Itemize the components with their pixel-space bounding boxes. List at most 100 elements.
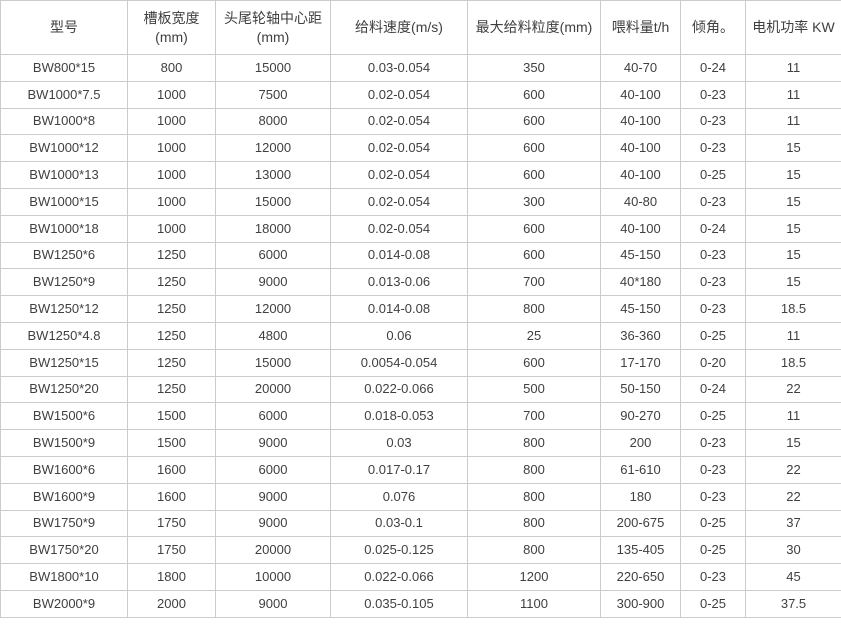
table-cell: 0.014-0.08 xyxy=(330,241,468,270)
table-cell: 37 xyxy=(745,509,841,538)
table-cell: 0.014-0.08 xyxy=(330,295,468,323)
table-cell: 8000 xyxy=(215,107,331,136)
table-cell: 1250 xyxy=(127,268,216,297)
table-cell: 300-900 xyxy=(600,589,681,618)
table-cell: 600 xyxy=(467,80,601,109)
table-row: BW1250*4.8 1250 4800 0.06 25 36-360 0-25 11 xyxy=(0,321,841,350)
table-cell: BW1750*20 xyxy=(0,536,128,565)
table-cell: 40-100 xyxy=(600,161,681,189)
column-header: 头尾轮轴中心距 (mm) xyxy=(215,0,331,55)
table-row: BW1000*12 1000 12000 0.02-0.054 600 40-100 0-2… xyxy=(0,134,841,163)
table-cell: 0.022-0.066 xyxy=(330,375,468,404)
table-cell: 0-23 xyxy=(680,482,746,511)
table-cell: 15000 xyxy=(215,54,331,82)
table-cell: 350 xyxy=(467,54,601,82)
table-cell: 15 xyxy=(745,241,841,270)
table-cell: 1000 xyxy=(127,214,216,243)
table-cell: 2000 xyxy=(127,589,216,618)
table-cell: 0-25 xyxy=(680,509,746,538)
table-cell: BW800*15 xyxy=(0,54,128,82)
table-cell: 20000 xyxy=(215,536,331,565)
table-cell: 50-150 xyxy=(600,375,681,404)
table-cell: 40-100 xyxy=(600,107,681,136)
table-cell: 1200 xyxy=(467,563,601,591)
table-cell: 15000 xyxy=(215,348,331,377)
table-cell: 11 xyxy=(745,107,841,136)
table-cell: 40-70 xyxy=(600,54,681,82)
table-cell: 0-24 xyxy=(680,375,746,404)
table-cell: 1000 xyxy=(127,107,216,136)
table-cell: 40-80 xyxy=(600,187,681,216)
table-cell: 15 xyxy=(745,268,841,297)
table-cell: 11 xyxy=(745,54,841,82)
table-cell: 9000 xyxy=(215,589,331,618)
table-cell: BW1600*6 xyxy=(0,455,128,484)
table-row: BW1000*18 1000 18000 0.02-0.054 600 40-100 0-2… xyxy=(0,214,841,243)
table-cell: 0.02-0.054 xyxy=(330,187,468,216)
table-cell: 9000 xyxy=(215,429,331,457)
column-header: 型号 xyxy=(0,0,128,55)
table-cell: 40-100 xyxy=(600,214,681,243)
table-cell: 800 xyxy=(467,429,601,457)
table-cell: 40-100 xyxy=(600,134,681,163)
table-cell: 1600 xyxy=(127,482,216,511)
table-cell: 0-25 xyxy=(680,402,746,431)
table-cell: BW1000*7.5 xyxy=(0,80,128,109)
table-cell: 1000 xyxy=(127,134,216,163)
table-cell: 500 xyxy=(467,375,601,404)
table-cell: BW1750*9 xyxy=(0,509,128,538)
table-row: BW1000*8 1000 8000 0.02-0.054 600 40-100 0-23 1… xyxy=(0,107,841,136)
table-cell: 135-405 xyxy=(600,536,681,565)
table-cell: BW2000*9 xyxy=(0,589,128,618)
table-cell: BW1250*6 xyxy=(0,241,128,270)
table-cell: 0-23 xyxy=(680,80,746,109)
table-cell: 18000 xyxy=(215,214,331,243)
table-cell: 0-23 xyxy=(680,455,746,484)
table-cell: 1750 xyxy=(127,536,216,565)
table-cell: 600 xyxy=(467,214,601,243)
table-cell: 0-20 xyxy=(680,348,746,377)
table-cell: 0.076 xyxy=(330,482,468,511)
table-row: BW1250*15 1250 15000 0.0054-0.054 600 17-170 0… xyxy=(0,348,841,377)
table-cell: BW1500*9 xyxy=(0,429,128,457)
table-cell: 600 xyxy=(467,348,601,377)
table-cell: 0.022-0.066 xyxy=(330,563,468,591)
column-header: 最大给料粒度(mm) xyxy=(467,0,601,55)
table-cell: 1250 xyxy=(127,241,216,270)
table-row: BW1250*20 1250 20000 0.022-0.066 500 50-150 0-… xyxy=(0,375,841,404)
table-cell: BW1600*9 xyxy=(0,482,128,511)
table-cell: 0-23 xyxy=(680,563,746,591)
table-cell: 9000 xyxy=(215,268,331,297)
table-cell: 0-25 xyxy=(680,536,746,565)
table-cell: 1500 xyxy=(127,429,216,457)
table-cell: 0.02-0.054 xyxy=(330,214,468,243)
table-cell: 0.013-0.06 xyxy=(330,268,468,297)
table-cell: 0-23 xyxy=(680,241,746,270)
table-cell: 40*180 xyxy=(600,268,681,297)
table-row: BW1750*20 1750 20000 0.025-0.125 800 135-405 0… xyxy=(0,536,841,565)
table-cell: 90-270 xyxy=(600,402,681,431)
table-cell: 22 xyxy=(745,455,841,484)
table-cell: 0-24 xyxy=(680,54,746,82)
table-cell: 15 xyxy=(745,134,841,163)
table-cell: 9000 xyxy=(215,482,331,511)
table-body: BW800*15 800 15000 0.03-0.054 350 40-70 0-24 11… xyxy=(0,54,841,618)
table-cell: 10000 xyxy=(215,563,331,591)
table-cell: 15 xyxy=(745,214,841,243)
table-cell: BW1250*20 xyxy=(0,375,128,404)
table-cell: 800 xyxy=(467,455,601,484)
table-cell: 0.018-0.053 xyxy=(330,402,468,431)
table-cell: 0.017-0.17 xyxy=(330,455,468,484)
table-cell: 200 xyxy=(600,429,681,457)
table-cell: 45-150 xyxy=(600,241,681,270)
table-cell: BW1250*4.8 xyxy=(0,321,128,350)
table-cell: 1000 xyxy=(127,80,216,109)
table-cell: 800 xyxy=(467,295,601,323)
table-cell: 15 xyxy=(745,187,841,216)
table-cell: 0-23 xyxy=(680,187,746,216)
table-cell: 40-100 xyxy=(600,80,681,109)
table-cell: 20000 xyxy=(215,375,331,404)
table-cell: 220-650 xyxy=(600,563,681,591)
table-cell: 1600 xyxy=(127,455,216,484)
